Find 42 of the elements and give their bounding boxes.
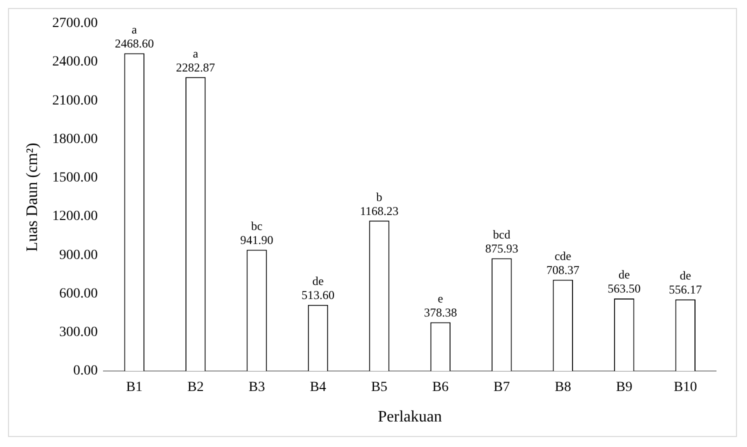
annotation: e	[438, 291, 444, 306]
data-label: 513.60	[302, 288, 335, 302]
y-tick-label: 0.00	[73, 364, 98, 379]
data-label: 875.93	[485, 241, 518, 256]
x-tick-label: B9	[616, 380, 632, 396]
data-label: 1168.23	[360, 204, 399, 218]
x-tick-label: B4	[310, 380, 326, 396]
data-label: 378.38	[424, 305, 457, 320]
x-tick-label: B8	[554, 380, 572, 396]
annotation: cde	[554, 248, 572, 263]
y-tick-label: 600.00	[59, 286, 98, 302]
data-label: 941.90	[240, 232, 274, 247]
y-tick-label: 2100.00	[52, 93, 98, 108]
x-tick-label: B5	[371, 380, 388, 396]
annotation: de	[312, 274, 324, 288]
x-tick-label: B7	[494, 380, 510, 396]
y-tick-label: 2700.00	[52, 16, 98, 32]
annotation: b	[376, 190, 382, 204]
annotation: a	[132, 22, 138, 36]
x-tick-label: B6	[432, 380, 449, 396]
y-axis-title: Luas Daun (cm²)	[24, 142, 41, 252]
x-tick-label: B2	[187, 380, 204, 396]
data-label: 2468.60	[114, 36, 154, 50]
data-label: 2282.87	[176, 60, 216, 74]
y-tick-label: 1200.00	[52, 209, 98, 224]
data-label: 556.17	[668, 282, 702, 297]
annotation: a	[192, 46, 199, 60]
annotation: bc	[251, 218, 262, 233]
y-tick-label: 1800.00	[52, 132, 98, 147]
y-tick-label: 2400.00	[52, 54, 98, 70]
y-tick-label: 900.00	[59, 248, 98, 263]
y-tick-label: 1500.00	[52, 170, 98, 186]
data-label: 708.37	[546, 262, 580, 277]
x-tick-label: B3	[248, 380, 265, 396]
y-tick-label: 300.00	[59, 325, 98, 340]
annotation: de	[618, 268, 630, 282]
x-tick-label: B10	[674, 380, 698, 396]
annotation: bcd	[493, 227, 510, 242]
x-tick-label: B1	[126, 380, 142, 396]
annotation: de	[680, 268, 692, 283]
data-label: 563.50	[608, 282, 641, 296]
x-axis-title: Perlakuan	[378, 408, 442, 426]
